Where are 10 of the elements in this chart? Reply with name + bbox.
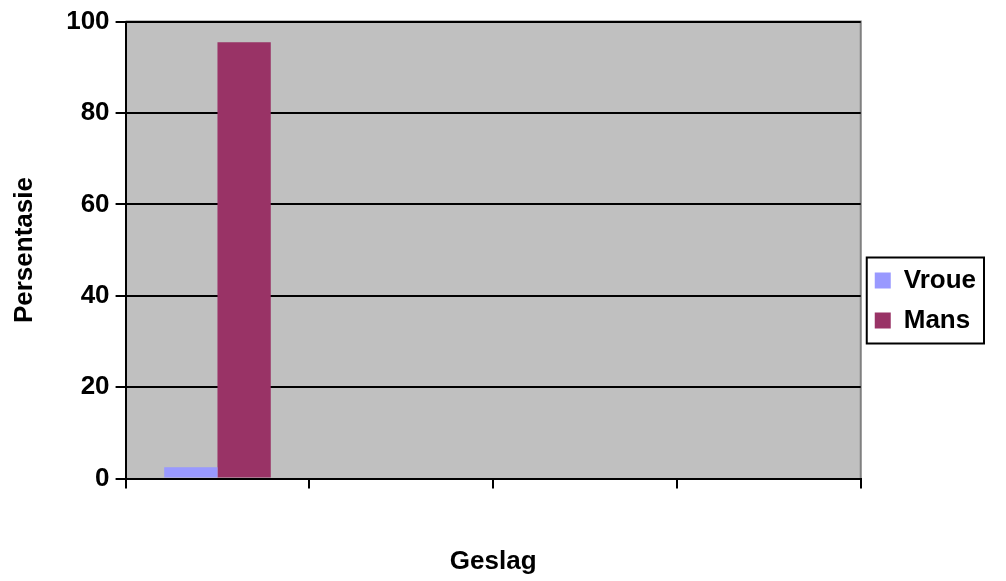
y-axis-title: Persentasie xyxy=(7,177,38,324)
y-tick-label: 0 xyxy=(95,461,110,492)
legend-label: Mans xyxy=(903,303,971,334)
y-tick-label: 60 xyxy=(80,187,110,218)
y-tick-label: 100 xyxy=(66,4,110,35)
y-tick-label: 20 xyxy=(80,370,110,401)
y-tick-label: 80 xyxy=(80,96,110,127)
y-tick-label: 40 xyxy=(80,278,110,309)
x-axis-title: Geslag xyxy=(449,544,537,575)
legend-label: Vroue xyxy=(903,263,976,294)
